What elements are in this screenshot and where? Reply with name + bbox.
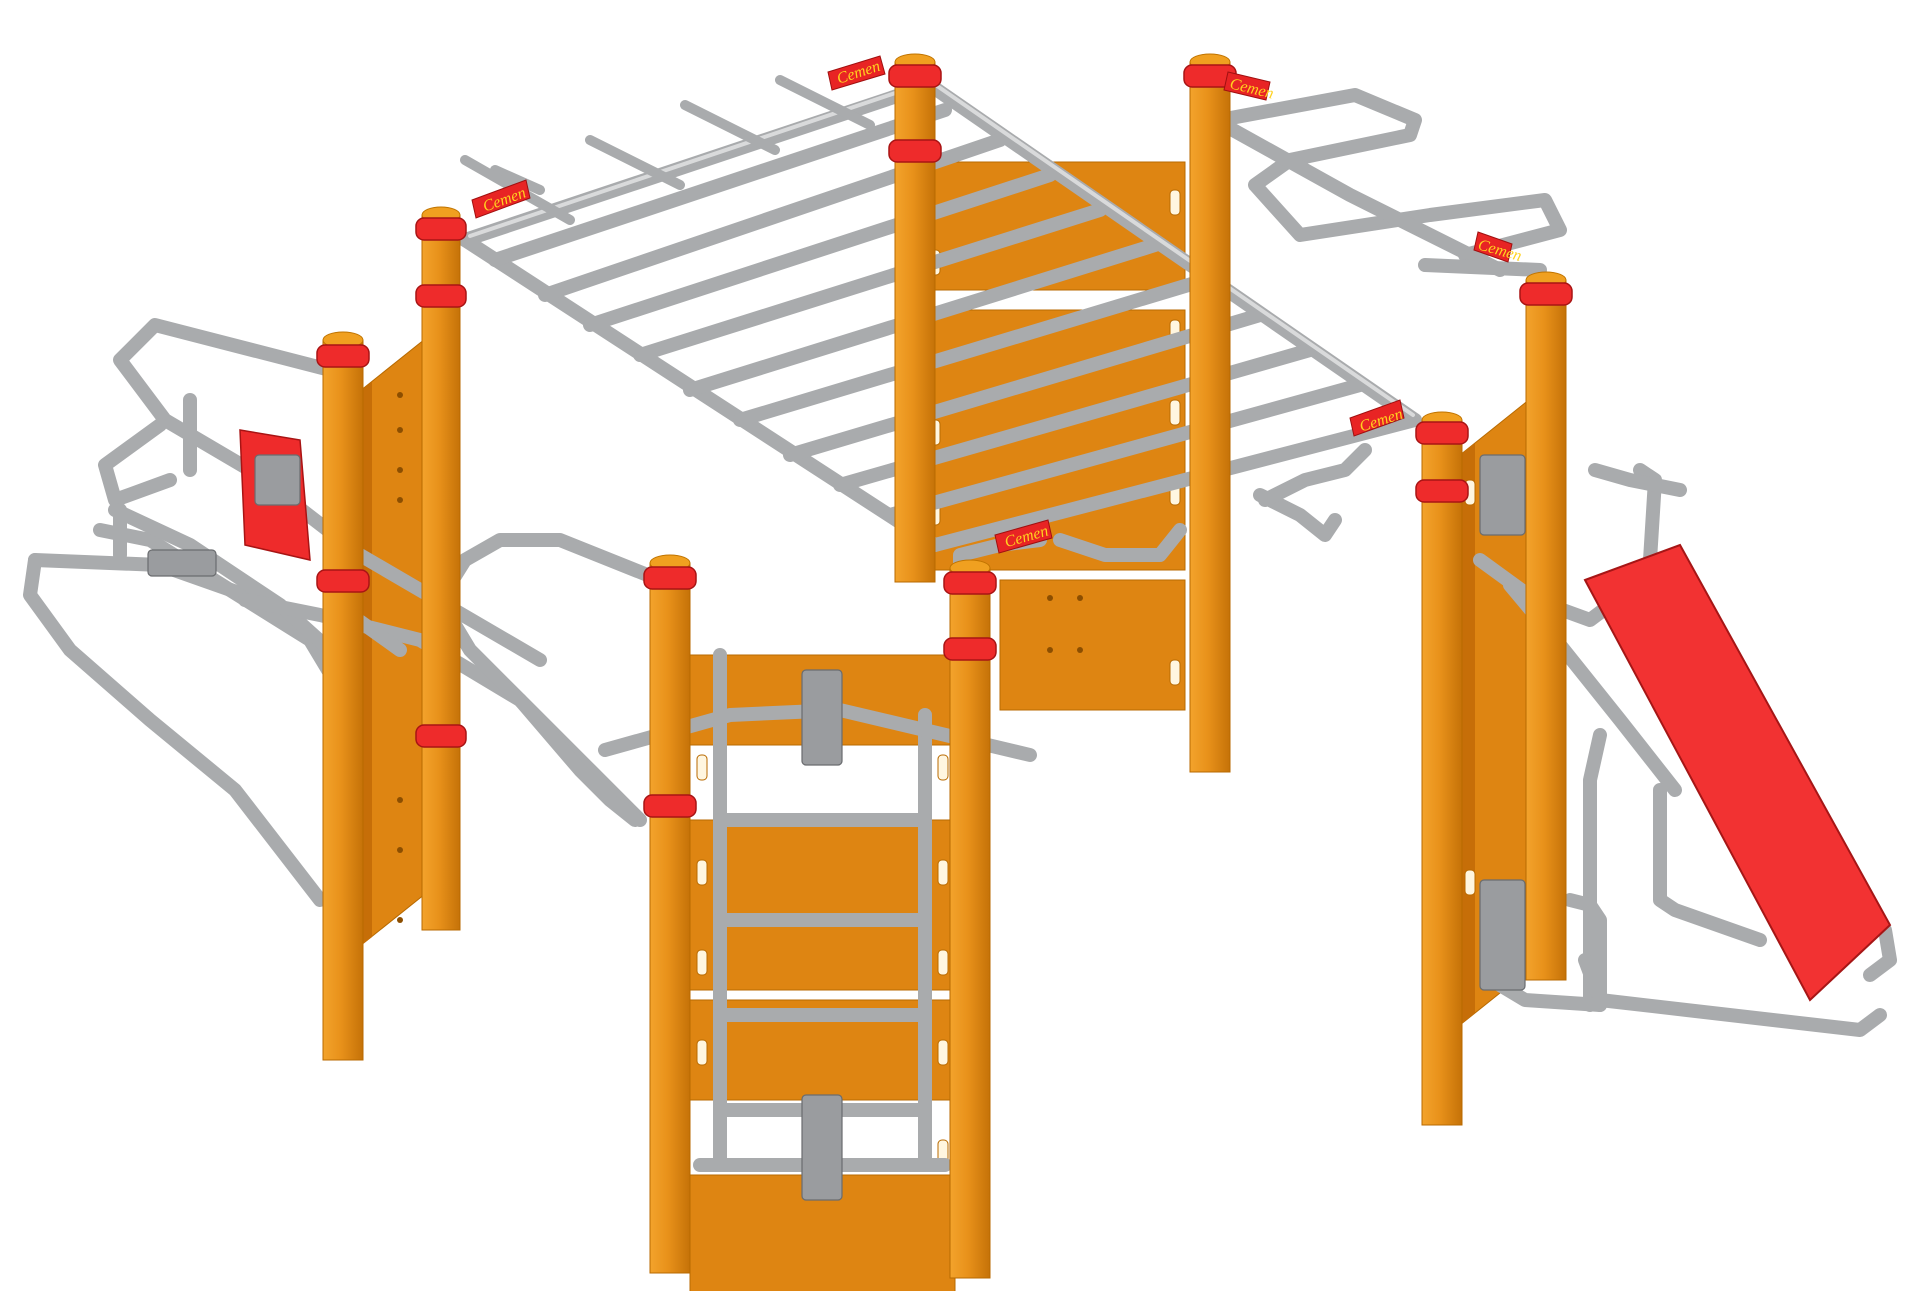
clamps	[316, 64, 1573, 818]
post-back-center-left	[894, 53, 936, 583]
incline-board	[1583, 543, 1892, 1002]
right-side-panel	[1459, 393, 1536, 1027]
brand-logo-2: Cemen	[827, 55, 886, 91]
post-back-center-right	[1189, 53, 1231, 773]
post-right-back	[1525, 271, 1567, 981]
monkey-bars	[458, 78, 1422, 552]
post-right-front	[1421, 411, 1463, 1126]
left-handle-box	[239, 429, 311, 561]
parallel-bars-right	[1208, 88, 1567, 277]
mount-plates	[147, 454, 1526, 1201]
post-front-right	[949, 559, 991, 1279]
brand-logo-3: Cemen	[1223, 71, 1275, 103]
brand-logo-text: Cemen	[1228, 75, 1275, 102]
post-left-back	[421, 206, 461, 931]
post-left-front	[322, 331, 364, 1061]
post-front-left	[649, 554, 691, 1274]
